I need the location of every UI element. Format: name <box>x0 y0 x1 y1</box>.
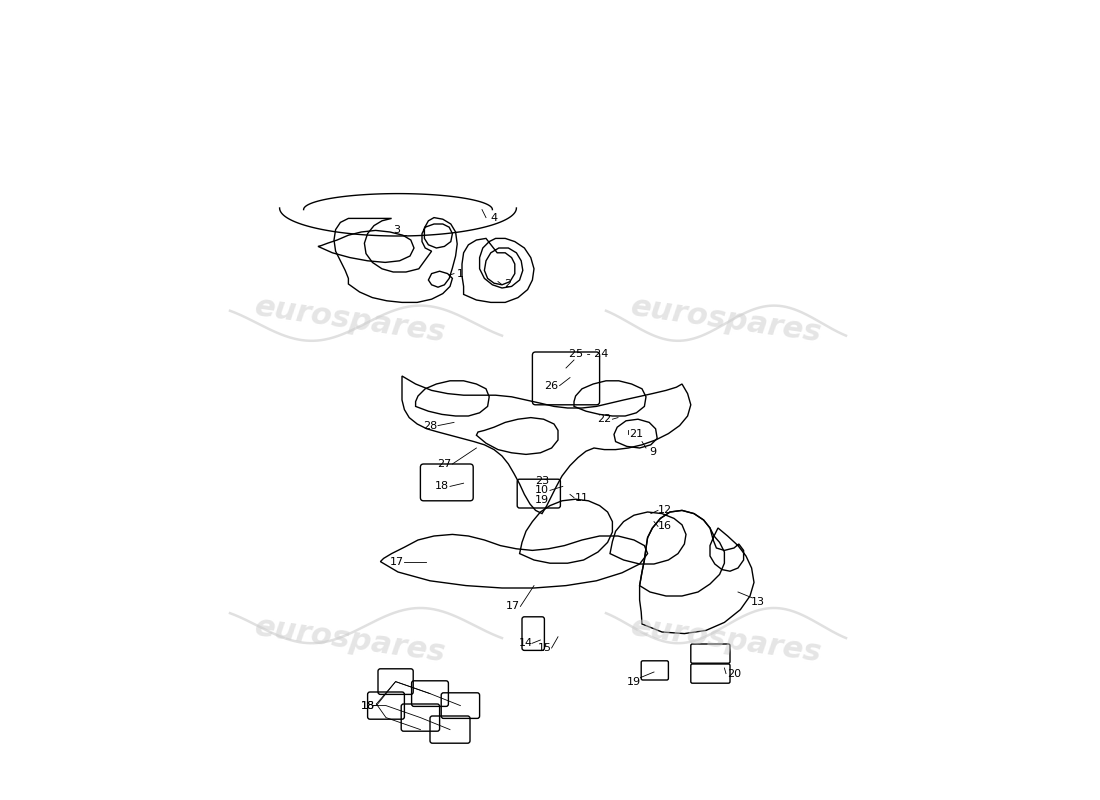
Text: 1: 1 <box>456 269 464 278</box>
Text: 25 - 24: 25 - 24 <box>569 349 608 358</box>
Text: 18: 18 <box>434 482 449 491</box>
Text: eurospares: eurospares <box>628 292 824 348</box>
Text: 21: 21 <box>629 429 644 438</box>
Text: 17: 17 <box>505 602 519 611</box>
Text: 19: 19 <box>627 677 641 686</box>
Text: eurospares: eurospares <box>253 612 448 668</box>
Text: eurospares: eurospares <box>628 612 824 668</box>
Text: 20: 20 <box>727 669 741 678</box>
Text: 22: 22 <box>597 414 612 424</box>
Text: 26: 26 <box>544 381 559 390</box>
Text: 10: 10 <box>535 486 549 495</box>
Text: 14: 14 <box>519 638 534 648</box>
Text: 12: 12 <box>658 506 671 515</box>
Text: eurospares: eurospares <box>253 292 448 348</box>
Text: 28: 28 <box>422 421 437 430</box>
Text: 27: 27 <box>438 459 451 469</box>
Text: 2: 2 <box>504 279 512 289</box>
Text: 18: 18 <box>361 701 375 710</box>
Text: 19: 19 <box>535 495 549 505</box>
Text: 11: 11 <box>575 493 589 502</box>
Text: 18: 18 <box>361 701 375 710</box>
Text: 13: 13 <box>751 597 764 606</box>
Text: 9: 9 <box>649 447 656 457</box>
Text: 4: 4 <box>491 213 497 222</box>
Text: 15: 15 <box>538 643 552 653</box>
Text: 23: 23 <box>535 476 549 486</box>
Text: 3: 3 <box>393 226 400 235</box>
Text: 16: 16 <box>658 522 671 531</box>
Text: 17: 17 <box>389 557 404 566</box>
